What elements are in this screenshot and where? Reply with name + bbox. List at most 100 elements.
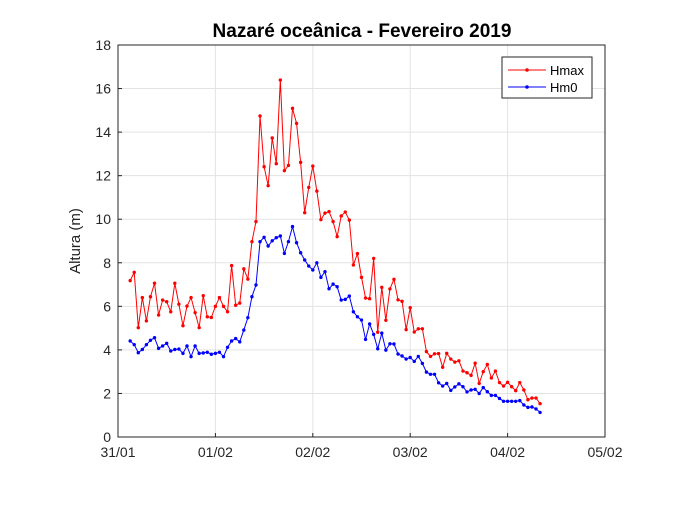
data-point-hmax bbox=[489, 376, 494, 380]
data-point-hm0 bbox=[453, 385, 457, 389]
data-point-hm0 bbox=[493, 393, 498, 398]
data-point-hm0 bbox=[392, 342, 396, 346]
data-point-hmax bbox=[246, 277, 250, 281]
data-point-hmax bbox=[461, 369, 465, 373]
data-point-hm0 bbox=[185, 344, 189, 348]
data-point-hmax bbox=[416, 327, 421, 331]
data-point-hm0 bbox=[266, 244, 270, 248]
data-point-hm0 bbox=[380, 331, 384, 335]
y-tick-label: 2 bbox=[103, 385, 111, 401]
legend-marker-hmax bbox=[525, 68, 529, 72]
data-point-hmax bbox=[522, 388, 526, 392]
data-point-hmax bbox=[392, 277, 396, 282]
data-point-hm0 bbox=[270, 239, 274, 243]
data-point-hmax bbox=[367, 297, 372, 301]
data-point-hmax bbox=[173, 281, 177, 285]
data-point-hm0 bbox=[140, 347, 145, 352]
data-point-hm0 bbox=[148, 338, 153, 343]
data-point-hmax bbox=[501, 384, 506, 388]
data-point-hmax bbox=[274, 161, 278, 166]
data-point-hm0 bbox=[274, 236, 278, 240]
data-point-hm0 bbox=[469, 388, 473, 392]
data-point-hm0 bbox=[165, 341, 169, 346]
data-point-hmax bbox=[351, 263, 356, 267]
x-tick-label: 03/02 bbox=[393, 444, 428, 460]
data-point-hm0 bbox=[449, 388, 453, 393]
data-point-hm0 bbox=[428, 372, 433, 376]
data-point-hm0 bbox=[363, 337, 368, 342]
data-point-hm0 bbox=[404, 357, 408, 361]
data-point-hm0 bbox=[355, 315, 360, 319]
data-point-hm0 bbox=[128, 339, 132, 343]
data-point-hm0 bbox=[339, 298, 343, 302]
data-point-hm0 bbox=[298, 251, 303, 255]
data-point-hmax bbox=[481, 369, 485, 374]
x-tick-label: 04/02 bbox=[490, 444, 525, 460]
data-point-hmax bbox=[165, 300, 169, 304]
data-point-hm0 bbox=[485, 390, 490, 394]
data-point-hmax bbox=[278, 78, 283, 82]
data-point-hmax bbox=[473, 361, 477, 365]
data-point-hmax bbox=[477, 381, 481, 386]
data-point-hmax bbox=[294, 121, 299, 126]
data-point-hmax bbox=[514, 388, 518, 393]
data-point-hm0 bbox=[201, 351, 205, 355]
data-point-hmax bbox=[408, 305, 412, 310]
data-point-hmax bbox=[331, 219, 335, 224]
data-point-hmax bbox=[140, 295, 145, 300]
data-point-hm0 bbox=[400, 354, 404, 358]
data-point-hm0 bbox=[412, 359, 416, 364]
data-point-hm0 bbox=[514, 399, 518, 403]
x-tick-label: 01/02 bbox=[198, 444, 233, 460]
data-point-hmax bbox=[197, 325, 201, 330]
data-point-hmax bbox=[465, 371, 469, 375]
data-point-hmax bbox=[201, 293, 205, 298]
data-point-hmax bbox=[156, 313, 161, 317]
data-point-hm0 bbox=[294, 241, 299, 245]
data-point-hm0 bbox=[436, 381, 441, 385]
data-point-hmax bbox=[404, 327, 408, 332]
data-point-hmax bbox=[266, 183, 270, 188]
data-point-hmax bbox=[128, 278, 132, 283]
data-point-hmax bbox=[189, 295, 193, 300]
data-point-hm0 bbox=[420, 361, 425, 366]
data-point-hm0 bbox=[477, 391, 481, 396]
data-point-hm0 bbox=[388, 342, 392, 346]
data-point-hmax bbox=[534, 396, 538, 400]
data-point-hm0 bbox=[408, 355, 412, 360]
data-point-hmax bbox=[152, 281, 157, 285]
data-point-hm0 bbox=[278, 234, 283, 238]
legend-marker-hm0 bbox=[525, 85, 529, 89]
data-point-hmax bbox=[380, 285, 384, 290]
data-point-hm0 bbox=[319, 275, 323, 280]
data-point-hmax bbox=[436, 351, 441, 356]
data-point-hm0 bbox=[282, 251, 287, 256]
data-point-hm0 bbox=[238, 340, 242, 344]
data-point-hm0 bbox=[229, 339, 234, 343]
x-tick-label: 05/02 bbox=[587, 444, 622, 460]
tick-labels: 0 2 4 6 8 10 12 14 16 18 31/01 01/02 02/02 03/02 04/02… bbox=[95, 37, 622, 460]
data-point-hm0 bbox=[457, 382, 461, 386]
data-point-hmax bbox=[355, 251, 360, 256]
data-point-hm0 bbox=[209, 352, 214, 356]
data-point-hmax bbox=[209, 315, 214, 320]
data-point-hm0 bbox=[169, 349, 173, 353]
data-point-hmax bbox=[445, 351, 449, 356]
data-point-hmax bbox=[493, 369, 498, 373]
data-point-hm0 bbox=[424, 370, 429, 374]
data-point-hmax bbox=[453, 360, 457, 364]
plot-frame bbox=[117, 44, 606, 438]
data-point-hm0 bbox=[396, 352, 400, 356]
data-point-hmax bbox=[136, 325, 140, 330]
data-point-hm0 bbox=[440, 384, 445, 388]
data-point-hm0 bbox=[156, 346, 161, 351]
data-point-hm0 bbox=[461, 384, 465, 389]
legend: Hmax Hm0 bbox=[501, 56, 593, 99]
data-point-hm0 bbox=[246, 315, 250, 320]
data-point-hm0 bbox=[250, 295, 254, 299]
data-point-hm0 bbox=[445, 381, 449, 386]
data-point-hm0 bbox=[262, 235, 266, 239]
data-point-hmax bbox=[371, 256, 376, 261]
data-point-hmax bbox=[282, 168, 287, 173]
data-point-hmax bbox=[242, 267, 246, 271]
